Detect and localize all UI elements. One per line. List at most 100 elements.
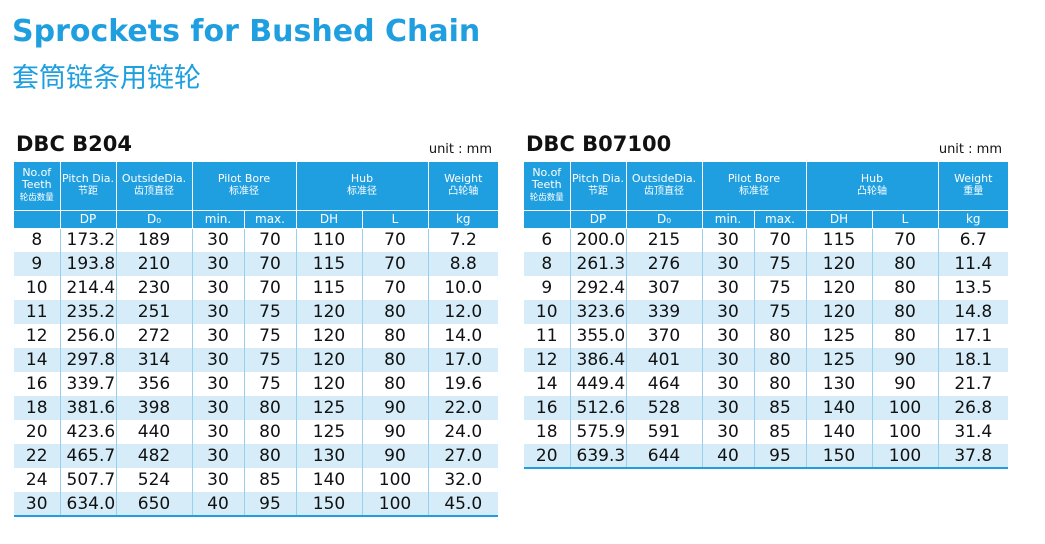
- table-cell: 507.7: [60, 468, 117, 492]
- table-cell: 22.0: [428, 396, 498, 420]
- table-cell: 8.8: [428, 252, 498, 276]
- table-cell: 85: [244, 468, 297, 492]
- table-cell: 235.2: [60, 300, 117, 324]
- table-cell: 30: [192, 444, 245, 468]
- table-cell: 24: [14, 468, 61, 492]
- table-cell: 120: [296, 348, 363, 372]
- page-title: Sprockets for Bushed Chain: [12, 14, 481, 49]
- table-cell: 30: [14, 492, 61, 517]
- table-cell: 356: [116, 372, 193, 396]
- table-cell: 214.4: [60, 276, 117, 300]
- table-cell: 125: [296, 420, 363, 444]
- table-cell: 90: [362, 420, 429, 444]
- table-row: 11 235.2 251 30 75 120 80 12.0: [14, 300, 498, 324]
- spec-table: No.of Teeth 轮齿数量 Pitch Dia. 节距 OutsideDia.…: [14, 162, 498, 517]
- table-cell: 75: [754, 276, 807, 300]
- table-cell: 20: [524, 444, 571, 469]
- table-cell: 297.8: [60, 348, 117, 372]
- table-cell: 11: [524, 324, 571, 348]
- table-cell: 26.8: [938, 396, 1008, 420]
- table-cell: 19.6: [444, 374, 483, 394]
- table-cell: 11: [14, 300, 61, 324]
- table-cell: 130: [806, 372, 873, 396]
- table-cell: 7.2: [449, 230, 477, 251]
- table-cell: 70: [362, 228, 429, 252]
- header-hub: Hub 凸轮轴: [806, 162, 939, 211]
- table-cell: 80: [872, 276, 939, 300]
- table-row: 16 512.6 528 30 85 140 100 26.8: [524, 396, 1008, 420]
- table-cell: 307: [626, 276, 703, 300]
- model-title: DBC B204: [16, 132, 133, 156]
- table-cell: 80: [754, 324, 807, 348]
- table-cell: 140: [806, 420, 873, 444]
- table-cell: 30: [192, 228, 245, 252]
- table-row: 14 297.8 314 30 75 120 80 17.0: [14, 348, 498, 372]
- table-cell: 10.0: [444, 278, 483, 298]
- table-cell: 125: [806, 324, 873, 348]
- table-cell: 12.0: [428, 300, 498, 324]
- table-cell: 120: [296, 372, 363, 396]
- table-cell: 12: [14, 324, 61, 348]
- table-cell: 18.1: [938, 348, 1008, 372]
- table-cell: 80: [244, 444, 297, 468]
- table-cell: 70: [362, 252, 429, 276]
- table-block-b07100: DBC B07100 unit : mm No.of Teeth 轮齿数量 Pit…: [524, 132, 1008, 469]
- header-pilot: Pilot Bore 标准径: [192, 162, 297, 211]
- table-cell: 17.0: [428, 348, 498, 372]
- table-cell: 24.0: [444, 422, 483, 442]
- table-cell: 115: [806, 228, 873, 252]
- table-cell: 45.0: [428, 492, 498, 517]
- table-cell: 261.3: [570, 252, 627, 276]
- table-cell: 16: [14, 372, 61, 396]
- subheader-do: D₀: [626, 210, 703, 229]
- table-cell: 401: [626, 348, 703, 372]
- table-cell: 100: [872, 444, 939, 469]
- table-cell: 464: [626, 372, 703, 396]
- table-cell: 30: [192, 276, 245, 300]
- subheader-dp: DP: [60, 210, 117, 229]
- table-cell: 30: [702, 300, 755, 324]
- header-weight: Weight 凸轮轴: [428, 162, 498, 211]
- table-cell: 30: [192, 252, 245, 276]
- table-cell: 8: [524, 252, 571, 276]
- table-row: 16 339.7 356 30 75 120 80 19.6: [14, 372, 498, 396]
- header-teeth: No.of Teeth 轮齿数量: [524, 162, 571, 211]
- table-cell: 40: [702, 444, 755, 469]
- unit-label: unit : mm: [428, 142, 492, 157]
- header-outside: OutsideDia. 齿顶直径: [626, 162, 703, 211]
- table-cell: 70: [244, 276, 297, 300]
- table-cell: 80: [362, 348, 429, 372]
- table-cell: 70: [754, 228, 807, 252]
- table-cell: 398: [116, 396, 193, 420]
- table-cell: 90: [872, 348, 939, 372]
- table-row: 9 292.4 307 30 75 120 80 13.5: [524, 276, 1008, 300]
- table-cell: 30: [192, 348, 245, 372]
- table-cell: 80: [872, 300, 939, 324]
- table-row: 18 381.6 398 30 80 125 90 22.0: [14, 396, 498, 420]
- table-cell: 17.1: [954, 326, 993, 346]
- table-cell: 100: [872, 396, 939, 420]
- table-row: 22 465.7 482 30 80 130 90 27.0: [14, 444, 498, 468]
- table-cell: 272: [116, 324, 193, 348]
- table-cell: 423.6: [60, 420, 117, 444]
- table-cell: 30: [702, 324, 755, 348]
- subheader-do: D₀: [116, 210, 193, 229]
- table-cell: 449.4: [570, 372, 627, 396]
- subheader-l: L: [872, 210, 939, 229]
- table-cell: 100: [362, 492, 429, 517]
- table-cell: 70: [362, 276, 429, 300]
- table-cell: 140: [296, 468, 363, 492]
- header-weight: Weight 重量: [938, 162, 1008, 211]
- table-cell: 650: [116, 492, 193, 517]
- table-cell: 70: [244, 228, 297, 252]
- table-row: 11 355.0 370 30 80 125 80 17.1: [524, 324, 1008, 348]
- table-cell: 10: [524, 300, 571, 324]
- table-cell: 30: [702, 372, 755, 396]
- spec-table: No.of Teeth 轮齿数量 Pitch Dia. 节距 OutsideDia.…: [524, 162, 1008, 469]
- table-cell: 512.6: [570, 396, 627, 420]
- table-cell: 256.0: [60, 324, 117, 348]
- table-cell: 14.0: [444, 326, 483, 346]
- table-cell: 528: [626, 396, 703, 420]
- table-cell: 292.4: [570, 276, 627, 300]
- table-cell: 120: [806, 300, 873, 324]
